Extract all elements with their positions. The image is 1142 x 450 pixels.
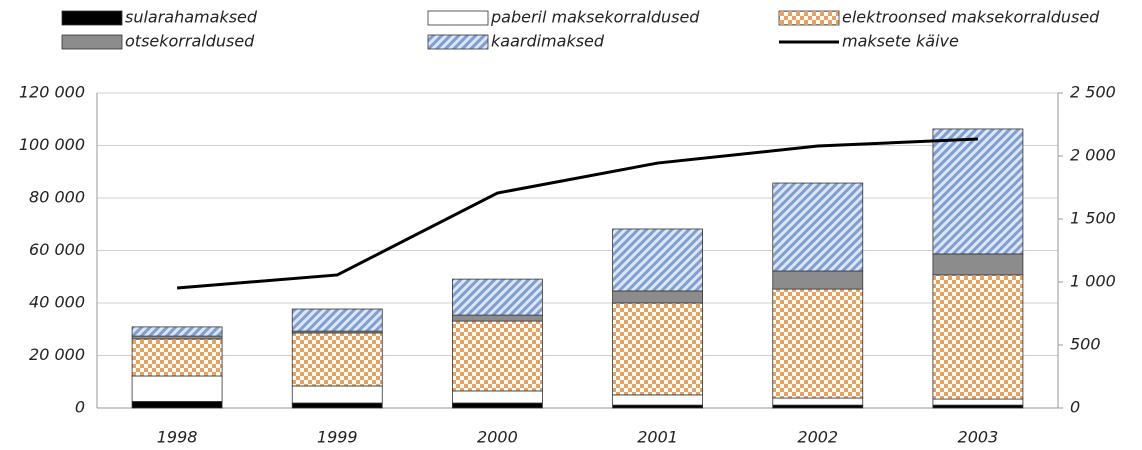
- legend-label: kaardimaksed: [491, 32, 605, 51]
- bar-segment: [452, 390, 543, 404]
- y2-tick-label: 1 500: [1070, 209, 1116, 228]
- y-tick-label: 60 000: [29, 240, 85, 259]
- legend-swatch: [427, 34, 489, 50]
- bar-segment: [131, 375, 223, 402]
- bar-segment: [452, 320, 543, 392]
- bar-segment: [612, 394, 703, 406]
- bar-segment: [772, 182, 864, 272]
- bar-segment: [772, 288, 864, 399]
- legend-swatch: [61, 10, 123, 26]
- bar-segment: [932, 128, 1024, 255]
- y-tick-label: 100 000: [19, 135, 85, 154]
- x-tick-label: 2000: [477, 428, 518, 447]
- y2-tick-label: 0: [1070, 398, 1080, 417]
- y-tick-label: 20 000: [29, 345, 85, 364]
- bar-segment: [932, 404, 1024, 409]
- bar-segment: [612, 290, 703, 304]
- line: [176, 137, 978, 290]
- y2-tick-label: 1 000: [1070, 272, 1116, 291]
- bar-segment: [291, 308, 383, 332]
- bar-segment: [772, 270, 864, 290]
- bar-segment: [772, 397, 864, 406]
- bar-segment: [291, 402, 383, 409]
- y-tick-label: 40 000: [29, 293, 85, 312]
- legend-label: elektroonsed maksekorraldused: [842, 8, 1100, 27]
- bar-segment: [772, 404, 864, 409]
- x-tick-label: 1998: [157, 428, 198, 447]
- bar-segment: [291, 385, 383, 404]
- x-tick-label: 2002: [797, 428, 838, 447]
- y2-tick-label: 500: [1070, 335, 1101, 354]
- bar-segment: [131, 401, 223, 409]
- x-tick-label: 2001: [637, 428, 678, 447]
- bar-segment: [932, 398, 1024, 406]
- y2-tick-label: 2 000: [1070, 146, 1116, 165]
- bar-segment: [131, 326, 223, 337]
- legend-label: paberil maksekorraldused: [490, 8, 700, 27]
- y-tick-label: 80 000: [29, 188, 85, 207]
- legend-swatch: [778, 10, 840, 26]
- x-tick-label: 1999: [317, 428, 358, 447]
- bar-segment: [612, 404, 703, 409]
- bar-segment: [452, 314, 543, 322]
- bar-segment: [452, 402, 543, 409]
- y-tick-label: 0: [75, 398, 85, 417]
- legend-swatch: [427, 10, 489, 26]
- legend-swatch: [61, 34, 123, 50]
- legend-label: maksete käive: [842, 32, 959, 51]
- y-tick-label: 120 000: [19, 83, 85, 102]
- bar-segment: [131, 335, 223, 340]
- bar-segment: [612, 302, 703, 396]
- bar-segment: [612, 228, 703, 292]
- bar-segment: [932, 253, 1024, 276]
- y2-tick-label: 2 500: [1070, 83, 1116, 102]
- legend-label: otsekorraldused: [125, 32, 255, 51]
- bar-segment: [452, 278, 543, 316]
- legend-label: sularahamaksed: [125, 8, 258, 27]
- bar-segment: [291, 332, 383, 387]
- x-tick-label: 2003: [958, 428, 999, 447]
- bar-segment: [131, 338, 223, 377]
- bar-segment: [932, 274, 1024, 400]
